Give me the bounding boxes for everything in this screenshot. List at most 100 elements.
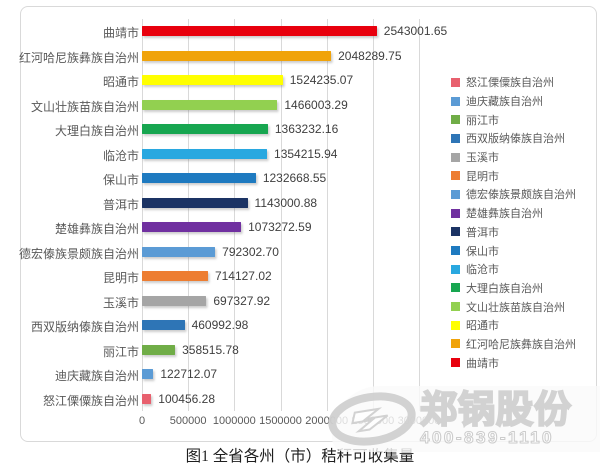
value-label: 2543001.65 (383, 24, 448, 39)
legend-swatch (451, 189, 460, 199)
bar-row: 昭通市 1524235.07 (21, 68, 596, 93)
legend-label: 昆明市 (466, 170, 499, 183)
legend-item: 楚雄彝族自治州 (451, 204, 576, 223)
legend-label: 怒江傈僳族自治州 (466, 77, 554, 90)
value-label: 1524235.07 (289, 73, 354, 88)
value-label: 1466003.29 (284, 97, 348, 112)
value-label: 460992.98 (191, 318, 249, 333)
legend-item: 曲靖市 (451, 353, 576, 372)
x-tick-label: 1000000 (212, 415, 256, 427)
legend-label: 普洱市 (466, 226, 499, 239)
legend-swatch (451, 283, 460, 293)
watermark-text: 郑锅股份 400-839-1110 (419, 390, 572, 448)
legend-swatch (451, 358, 460, 368)
bar-row: 楚雄彝族自治州 1073272.59 (21, 215, 596, 240)
bar (142, 320, 185, 331)
bar (142, 393, 152, 404)
bar (142, 222, 242, 233)
watermark-phone: 400-839-1110 (420, 428, 554, 447)
bar (142, 271, 208, 282)
legend-label: 红河哈尼族彝族自治州 (466, 338, 576, 351)
bar-row: 大理白族自治州 1363232.16 (21, 117, 596, 142)
legend-item: 临沧市 (451, 260, 576, 279)
gridline (280, 19, 282, 411)
bar-row: 西双版纳傣族自治州 460992.98 (21, 313, 596, 338)
category-label: 西双版纳傣族自治州 (30, 320, 139, 335)
gridline (419, 19, 420, 411)
value-label: 358515.78 (182, 342, 239, 357)
legend-label: 保山市 (466, 245, 499, 258)
value-label: 1143000.88 (254, 195, 318, 210)
value-label: 1363232.16 (274, 122, 339, 137)
bar (142, 75, 283, 86)
legend-swatch (451, 246, 460, 256)
legend-label: 昭通市 (466, 320, 499, 333)
legend-item: 保山市 (451, 241, 576, 260)
value-label: 697327.92 (213, 293, 271, 308)
legend-swatch (451, 152, 460, 162)
bar (142, 50, 332, 61)
value-label: 2048289.75 (338, 48, 402, 63)
bar (142, 173, 256, 184)
legend-label: 临沧市 (466, 264, 499, 277)
legend-item: 昭通市 (451, 316, 576, 335)
gridline (142, 19, 143, 411)
category-label: 德宏傣族景颇族自治州 (18, 246, 139, 261)
gridline (326, 19, 328, 411)
legend-item: 西双版纳傣族自治州 (451, 129, 576, 148)
bar (142, 148, 268, 159)
gridline (188, 19, 190, 411)
legend-swatch (451, 96, 460, 106)
category-label: 昭通市 (102, 75, 139, 90)
value-label: 792302.70 (222, 244, 279, 259)
bar-row: 红河哈尼族彝族自治州 2048289.75 (18, 44, 596, 69)
legend-item: 红河哈尼族彝族自治州 (451, 335, 576, 354)
bar-row: 德宏傣族景颇族自治州 792302.70 (18, 240, 596, 265)
legend-item: 迪庆藏族自治州 (451, 92, 576, 111)
bar (142, 124, 268, 135)
category-label: 红河哈尼族彝族自治州 (18, 50, 139, 65)
bar-row: 保山市 1232668.55 (21, 166, 596, 191)
legend-swatch (451, 208, 460, 218)
figure-caption: 图1 全省各州（市）秸秆可收集量 (185, 448, 415, 465)
category-label: 保山市 (102, 173, 139, 188)
watermark: 郑锅股份 400-839-1110 (328, 386, 600, 452)
legend-label: 玉溪市 (466, 152, 499, 165)
legend-label: 楚雄彝族自治州 (466, 208, 543, 221)
legend-label: 西双版纳傣族自治州 (466, 133, 565, 146)
bar-row: 昆明市 714127.02 (21, 264, 596, 289)
category-label: 文山壮族苗族自治州 (30, 99, 139, 114)
category-label: 昆明市 (102, 271, 139, 286)
category-label: 怒江傈僳族自治州 (42, 393, 139, 408)
bar (142, 197, 248, 208)
legend-swatch (451, 264, 460, 274)
bar-row: 曲靖市 2543001.65 (21, 19, 596, 44)
value-label: 1354215.94 (274, 146, 338, 161)
legend-label: 文山壮族苗族自治州 (466, 301, 565, 314)
gridline (234, 19, 236, 411)
legend-swatch (451, 77, 460, 87)
legend-swatch (451, 171, 460, 181)
x-tick-label: 500000 (169, 415, 207, 427)
legend-label: 迪庆藏族自治州 (466, 96, 543, 109)
legend-swatch (451, 302, 460, 312)
legend-label: 丽江市 (466, 114, 499, 127)
legend-item: 文山壮族苗族自治州 (451, 297, 576, 316)
category-label: 普洱市 (102, 197, 139, 212)
legend-item: 昆明市 (451, 166, 576, 185)
bar-row: 文山壮族苗族自治州 1466003.29 (21, 93, 596, 118)
value-label: 714127.02 (214, 269, 272, 284)
value-label: 1073272.59 (248, 220, 312, 235)
legend-item: 怒江傈僳族自治州 (451, 73, 576, 92)
legend-swatch (451, 227, 460, 237)
category-label: 曲靖市 (102, 26, 139, 41)
legend-label: 大理白族自治州 (466, 282, 543, 295)
legend-item: 德宏傣族景颇族自治州 (451, 185, 576, 204)
value-label: 1232668.55 (262, 171, 327, 186)
legend-item: 大理白族自治州 (451, 279, 576, 298)
bar-row: 玉溪市 697327.92 (21, 289, 596, 314)
category-label: 楚雄彝族自治州 (54, 222, 139, 237)
legend-item: 玉溪市 (451, 148, 576, 167)
bar (142, 26, 377, 37)
